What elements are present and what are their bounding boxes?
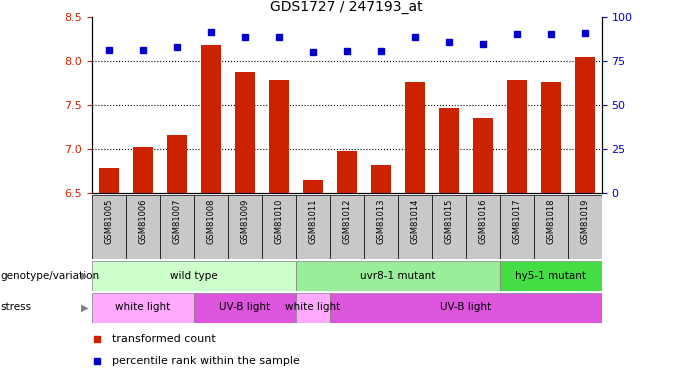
Text: genotype/variation: genotype/variation bbox=[1, 271, 100, 280]
Bar bbox=[330, 195, 364, 259]
Text: GSM81012: GSM81012 bbox=[342, 198, 352, 244]
Bar bbox=[160, 195, 194, 259]
Bar bbox=[92, 195, 126, 259]
Text: hy5-1 mutant: hy5-1 mutant bbox=[515, 271, 586, 280]
Text: UV-B light: UV-B light bbox=[219, 303, 271, 312]
Bar bbox=[466, 195, 500, 259]
Text: GSM81014: GSM81014 bbox=[410, 198, 420, 244]
Text: UV-B light: UV-B light bbox=[440, 303, 492, 312]
Bar bbox=[541, 82, 561, 193]
Bar bbox=[296, 292, 330, 322]
Text: GSM81010: GSM81010 bbox=[274, 198, 284, 244]
Text: white light: white light bbox=[115, 303, 171, 312]
Text: GSM81018: GSM81018 bbox=[546, 198, 556, 244]
Bar bbox=[167, 135, 187, 193]
Text: ▶: ▶ bbox=[81, 303, 88, 312]
Bar bbox=[194, 292, 296, 322]
Bar bbox=[398, 195, 432, 259]
Bar bbox=[507, 80, 527, 193]
Bar bbox=[126, 195, 160, 259]
Bar bbox=[296, 261, 500, 291]
Bar bbox=[439, 108, 459, 193]
Bar bbox=[432, 195, 466, 259]
Bar bbox=[405, 82, 425, 193]
Text: GSM81013: GSM81013 bbox=[376, 198, 386, 244]
Text: GSM81006: GSM81006 bbox=[138, 198, 148, 244]
Bar bbox=[92, 261, 296, 291]
Bar bbox=[500, 261, 602, 291]
Text: GSM81016: GSM81016 bbox=[478, 198, 488, 244]
Bar bbox=[133, 147, 153, 193]
Bar bbox=[575, 57, 595, 193]
Text: GSM81017: GSM81017 bbox=[512, 198, 522, 244]
Bar bbox=[99, 168, 119, 193]
Bar bbox=[194, 195, 228, 259]
Bar bbox=[500, 195, 534, 259]
Bar bbox=[337, 151, 357, 193]
Text: GSM81011: GSM81011 bbox=[308, 198, 318, 244]
Text: GSM81007: GSM81007 bbox=[172, 198, 182, 244]
Bar bbox=[296, 195, 330, 259]
Text: GSM81009: GSM81009 bbox=[240, 198, 250, 244]
Title: GDS1727 / 247193_at: GDS1727 / 247193_at bbox=[271, 0, 423, 15]
Text: percentile rank within the sample: percentile rank within the sample bbox=[112, 356, 300, 366]
Bar bbox=[262, 195, 296, 259]
Text: GSM81005: GSM81005 bbox=[104, 198, 114, 244]
Bar bbox=[568, 195, 602, 259]
Bar bbox=[330, 292, 602, 322]
Text: uvr8-1 mutant: uvr8-1 mutant bbox=[360, 271, 435, 280]
Bar bbox=[371, 165, 391, 193]
Bar bbox=[201, 45, 221, 193]
Text: white light: white light bbox=[285, 303, 341, 312]
Text: GSM81019: GSM81019 bbox=[580, 198, 590, 244]
Text: GSM81008: GSM81008 bbox=[206, 198, 216, 244]
Bar bbox=[534, 195, 568, 259]
Bar bbox=[364, 195, 398, 259]
Text: ▶: ▶ bbox=[81, 271, 88, 280]
Bar bbox=[228, 195, 262, 259]
Bar bbox=[269, 80, 289, 193]
Text: GSM81015: GSM81015 bbox=[444, 198, 454, 244]
Bar bbox=[235, 72, 255, 193]
Bar bbox=[473, 118, 493, 193]
Bar bbox=[92, 292, 194, 322]
Text: stress: stress bbox=[1, 303, 32, 312]
Text: transformed count: transformed count bbox=[112, 334, 216, 344]
Bar bbox=[303, 180, 323, 193]
Text: wild type: wild type bbox=[170, 271, 218, 280]
